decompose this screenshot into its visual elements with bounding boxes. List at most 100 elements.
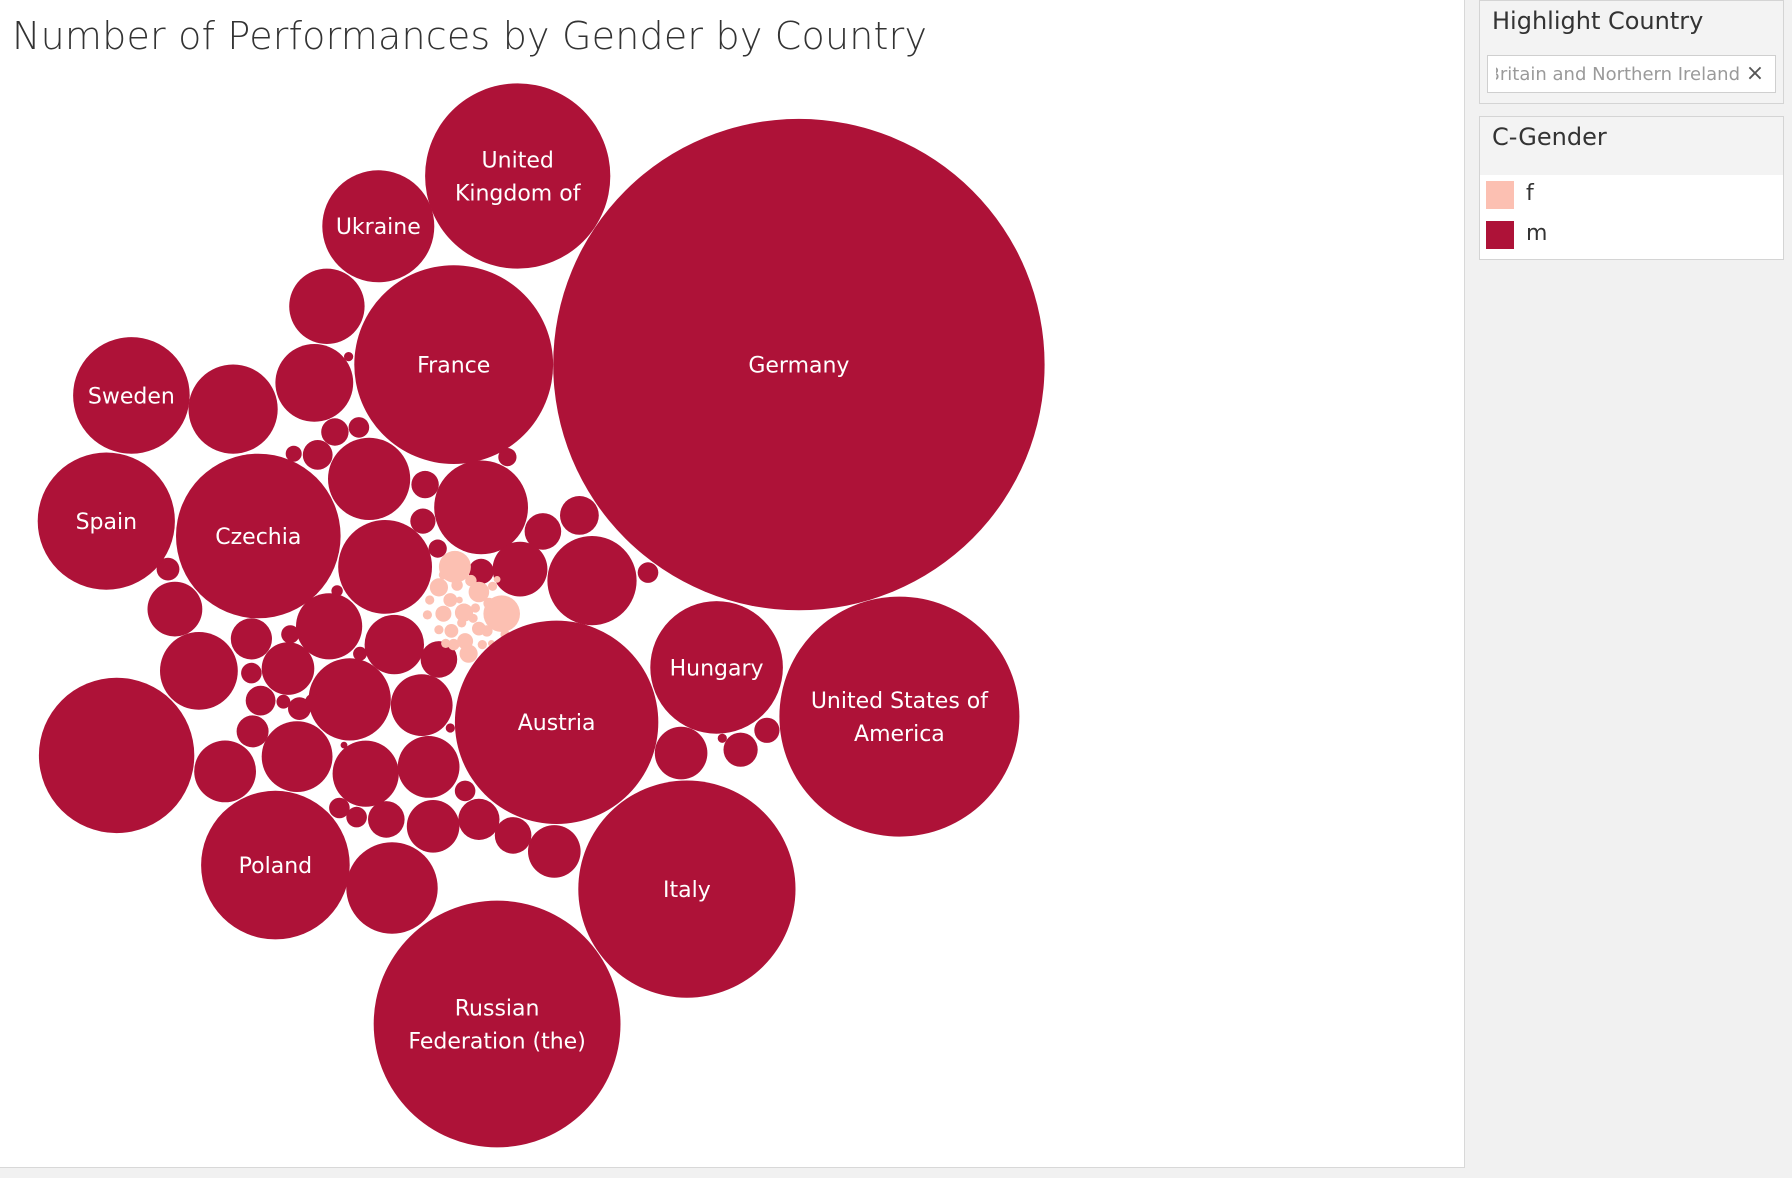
bubble-m[interactable]	[492, 541, 548, 597]
bubble-m[interactable]	[340, 741, 348, 749]
bubble-f[interactable]	[493, 576, 501, 583]
bubble-united-states-of-america[interactable]	[779, 596, 1020, 837]
bubble-m[interactable]	[454, 780, 476, 802]
bubble-m[interactable]	[524, 513, 562, 550]
bubble-m[interactable]	[245, 685, 276, 716]
bubble-m[interactable]	[754, 717, 780, 743]
bubble-m[interactable]	[261, 721, 333, 792]
bubble-m[interactable]	[331, 585, 343, 597]
bubble-f[interactable]	[438, 570, 448, 580]
bubble-m[interactable]	[428, 539, 447, 558]
bubble-m[interactable]	[160, 632, 238, 710]
bubble-m[interactable]	[717, 733, 727, 743]
legend-item-f[interactable]: f	[1480, 175, 1783, 215]
bubble-m[interactable]	[348, 417, 370, 438]
bubble-m[interactable]	[390, 674, 453, 736]
close-icon[interactable]: ×	[1745, 61, 1765, 86]
bubble-m[interactable]	[458, 798, 500, 841]
bubble-m[interactable]	[321, 418, 349, 446]
bubble-m[interactable]	[654, 726, 708, 780]
bubble-m[interactable]	[410, 508, 436, 534]
bubble-m[interactable]	[420, 641, 458, 678]
bubble-f[interactable]	[477, 640, 487, 650]
bubble-m[interactable]	[364, 614, 424, 675]
bubble-f[interactable]	[434, 625, 444, 635]
bubble-f[interactable]	[468, 613, 478, 623]
bubble-f[interactable]	[465, 574, 477, 587]
bubble-m[interactable]	[547, 536, 637, 626]
bubble-f[interactable]	[443, 593, 458, 607]
bubble-m[interactable]	[147, 581, 203, 637]
bubble-m[interactable]	[288, 697, 311, 720]
bubble-m[interactable]	[344, 352, 354, 362]
bubble-m[interactable]	[281, 625, 300, 644]
bubble-m[interactable]	[445, 723, 455, 733]
bubble-m[interactable]	[302, 440, 333, 470]
bubble-f[interactable]	[444, 624, 459, 638]
bubble-germany[interactable]	[553, 118, 1045, 611]
bubble-m[interactable]	[346, 842, 438, 934]
bubble-m[interactable]	[353, 646, 367, 661]
bubble-m[interactable]	[289, 268, 365, 344]
bubble-m[interactable]	[305, 693, 322, 710]
bubble-f[interactable]	[457, 618, 467, 628]
bubble-m[interactable]	[188, 364, 278, 454]
bubble-russian-federation-the[interactable]	[373, 900, 621, 1148]
bubble-austria[interactable]	[454, 620, 659, 824]
bubble-czechia[interactable]	[175, 453, 341, 619]
bubble-m[interactable]	[236, 715, 269, 748]
bubble-m[interactable]	[411, 470, 439, 499]
bubble-m[interactable]	[332, 740, 399, 807]
bubble-m[interactable]	[397, 736, 460, 798]
bubble-f[interactable]	[448, 638, 460, 651]
bubble-m[interactable]	[241, 662, 262, 684]
bubble-m[interactable]	[230, 618, 272, 660]
bubble-m[interactable]	[328, 437, 411, 520]
bubble-f[interactable]	[456, 596, 463, 604]
bubble-m[interactable]	[275, 344, 354, 422]
bubble-m[interactable]	[38, 677, 195, 834]
bubble-united-kingdom-of[interactable]	[425, 83, 611, 269]
bubble-f[interactable]	[454, 603, 474, 622]
bubble-spain[interactable]	[37, 452, 175, 590]
bubble-m[interactable]	[329, 797, 350, 819]
bubble-f[interactable]	[468, 581, 490, 603]
bubble-france[interactable]	[354, 265, 554, 464]
bubble-f[interactable]	[481, 625, 493, 637]
bubble-f[interactable]	[429, 578, 448, 597]
bubble-m[interactable]	[285, 445, 302, 462]
bubble-m[interactable]	[308, 658, 391, 741]
bubble-m[interactable]	[560, 496, 599, 535]
bubble-m[interactable]	[498, 448, 517, 467]
bubble-f[interactable]	[488, 581, 498, 591]
bubble-m[interactable]	[723, 732, 758, 767]
country-input-box[interactable]: ×	[1487, 55, 1776, 93]
bubble-m[interactable]	[156, 557, 180, 581]
bubble-f[interactable]	[425, 595, 435, 605]
legend-item-m[interactable]: m	[1480, 215, 1783, 255]
bubble-italy[interactable]	[578, 780, 796, 998]
bubble-m[interactable]	[406, 800, 460, 853]
bubble-sweden[interactable]	[73, 337, 190, 454]
bubble-m[interactable]	[296, 593, 363, 660]
bubble-ukraine[interactable]	[322, 170, 435, 283]
bubble-m[interactable]	[346, 806, 367, 828]
bubble-m[interactable]	[434, 460, 528, 555]
bubble-f[interactable]	[459, 644, 478, 663]
bubble-m[interactable]	[637, 562, 659, 583]
bubble-m[interactable]	[338, 520, 432, 614]
bubble-m[interactable]	[261, 642, 315, 695]
bubble-m[interactable]	[528, 825, 581, 878]
bubble-m[interactable]	[368, 801, 405, 838]
bubble-poland[interactable]	[201, 790, 350, 940]
bubble-m[interactable]	[494, 817, 532, 854]
bubble-f[interactable]	[441, 638, 451, 649]
bubble-f[interactable]	[451, 579, 463, 591]
bubble-hungary[interactable]	[650, 601, 783, 734]
bubble-f[interactable]	[470, 603, 480, 613]
bubble-m[interactable]	[194, 740, 256, 803]
bubble-m[interactable]	[276, 694, 291, 709]
bubble-f[interactable]	[483, 597, 495, 610]
bubble-f[interactable]	[435, 605, 452, 622]
country-input[interactable]	[1496, 61, 1740, 87]
